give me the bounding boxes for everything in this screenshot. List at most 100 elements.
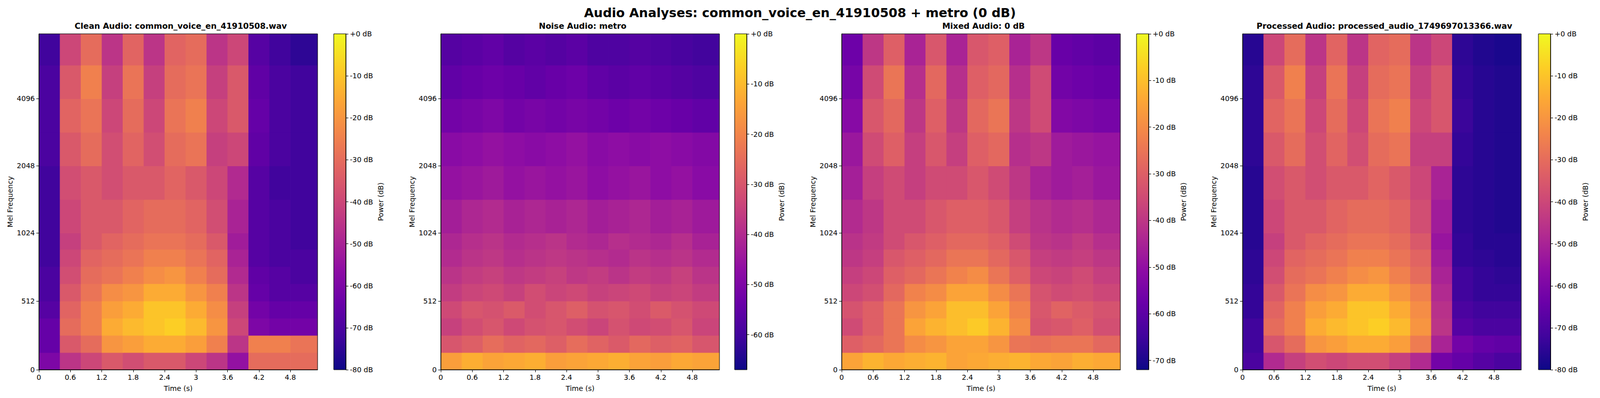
svg-text:2.4: 2.4 (560, 373, 573, 382)
svg-text:+0 dB: +0 dB (349, 29, 373, 38)
svg-text:+0 dB: +0 dB (1554, 29, 1577, 38)
svg-text:-30 dB: -30 dB (1152, 169, 1176, 178)
svg-text:1024: 1024 (16, 228, 35, 237)
svg-text:-20 dB: -20 dB (1554, 113, 1578, 122)
svg-text:-50 dB: -50 dB (349, 239, 374, 248)
svg-text:1.8: 1.8 (529, 373, 541, 382)
svg-text:4.2: 4.2 (253, 373, 265, 382)
svg-text:Processed Audio: processed_aud: Processed Audio: processed_audio_1749697… (1256, 21, 1513, 31)
svg-text:1.2: 1.2 (497, 373, 509, 382)
svg-text:4.8: 4.8 (1488, 373, 1500, 382)
svg-text:-20 dB: -20 dB (1152, 123, 1176, 132)
svg-text:4.2: 4.2 (655, 373, 667, 382)
svg-text:Noise Audio: metro: Noise Audio: metro (538, 21, 627, 31)
svg-text:3: 3 (193, 373, 199, 382)
svg-text:3: 3 (595, 373, 601, 382)
svg-text:Clean Audio: common_voice_en_4: Clean Audio: common_voice_en_41910508.wa… (74, 21, 288, 31)
svg-text:Mel Frequency: Mel Frequency (6, 176, 15, 228)
svg-text:2048: 2048 (16, 161, 35, 170)
svg-text:1024: 1024 (819, 228, 838, 237)
svg-text:-30 dB: -30 dB (1554, 155, 1578, 164)
svg-text:-30 dB: -30 dB (750, 180, 774, 189)
svg-text:4.2: 4.2 (1056, 373, 1068, 382)
svg-text:-40 dB: -40 dB (1554, 197, 1578, 206)
svg-text:1.2: 1.2 (1299, 373, 1311, 382)
svg-text:4.8: 4.8 (284, 373, 296, 382)
svg-text:1.8: 1.8 (930, 373, 942, 382)
svg-text:512: 512 (21, 296, 35, 305)
svg-text:-40 dB: -40 dB (750, 230, 774, 239)
svg-text:512: 512 (1224, 296, 1239, 305)
svg-text:-10 dB: -10 dB (750, 79, 774, 88)
svg-text:-50 dB: -50 dB (1554, 239, 1578, 248)
svg-text:-60 dB: -60 dB (750, 330, 774, 339)
svg-text:4.2: 4.2 (1457, 373, 1469, 382)
svg-text:512: 512 (823, 296, 838, 305)
svg-text:0: 0 (839, 373, 845, 382)
svg-text:4096: 4096 (16, 94, 35, 103)
svg-text:1.2: 1.2 (898, 373, 910, 382)
svg-text:2048: 2048 (819, 161, 838, 170)
svg-text:-70 dB: -70 dB (1152, 356, 1176, 365)
svg-text:1024: 1024 (1220, 228, 1239, 237)
svg-text:4096: 4096 (418, 94, 437, 103)
svg-text:0.6: 0.6 (1268, 373, 1280, 382)
svg-text:1.8: 1.8 (1331, 373, 1343, 382)
svg-text:-10 dB: -10 dB (1152, 76, 1176, 85)
svg-text:2.4: 2.4 (159, 373, 171, 382)
svg-text:Power (dB): Power (dB) (1581, 182, 1590, 221)
svg-text:2048: 2048 (1220, 161, 1239, 170)
svg-text:2.4: 2.4 (1362, 373, 1374, 382)
svg-text:3.6: 3.6 (221, 373, 233, 382)
svg-text:2.4: 2.4 (961, 373, 973, 382)
svg-text:512: 512 (423, 296, 437, 305)
svg-text:1.8: 1.8 (127, 373, 139, 382)
svg-text:3: 3 (996, 373, 1002, 382)
svg-text:3.6: 3.6 (1024, 373, 1036, 382)
svg-text:Time (s): Time (s) (966, 384, 996, 393)
svg-text:-50 dB: -50 dB (1152, 263, 1176, 272)
svg-text:0: 0 (1240, 373, 1246, 382)
svg-text:-30 dB: -30 dB (349, 155, 374, 164)
svg-text:0.6: 0.6 (867, 373, 879, 382)
svg-text:0: 0 (36, 373, 42, 382)
svg-text:-10 dB: -10 dB (1554, 71, 1578, 80)
svg-text:-70 dB: -70 dB (1554, 323, 1578, 332)
svg-text:3: 3 (1397, 373, 1403, 382)
svg-text:4096: 4096 (819, 94, 838, 103)
svg-text:0: 0 (432, 365, 437, 374)
svg-text:Time (s): Time (s) (565, 384, 595, 393)
svg-text:0: 0 (30, 365, 35, 374)
svg-text:Power (dB): Power (dB) (376, 182, 385, 221)
svg-text:-60 dB: -60 dB (1152, 309, 1176, 318)
svg-text:-10 dB: -10 dB (349, 71, 374, 80)
svg-text:+0 dB: +0 dB (1152, 29, 1175, 38)
svg-text:-20 dB: -20 dB (349, 113, 374, 122)
svg-text:-80 dB: -80 dB (349, 365, 374, 374)
svg-text:4.8: 4.8 (1087, 373, 1099, 382)
svg-text:Mel Frequency: Mel Frequency (808, 176, 817, 228)
svg-text:0.6: 0.6 (466, 373, 478, 382)
svg-text:-60 dB: -60 dB (1554, 281, 1578, 290)
svg-text:Power (dB): Power (dB) (1179, 182, 1188, 221)
svg-text:0: 0 (1233, 365, 1239, 374)
svg-text:Mel Frequency: Mel Frequency (1209, 176, 1218, 228)
svg-text:-60 dB: -60 dB (349, 281, 374, 290)
svg-text:1.2: 1.2 (95, 373, 108, 382)
svg-text:0.6: 0.6 (64, 373, 76, 382)
svg-text:-80 dB: -80 dB (1554, 365, 1578, 374)
svg-text:-40 dB: -40 dB (1152, 216, 1176, 225)
svg-text:Power (dB): Power (dB) (777, 182, 786, 221)
svg-text:0: 0 (833, 365, 838, 374)
svg-text:2048: 2048 (418, 161, 437, 170)
svg-text:3.6: 3.6 (623, 373, 635, 382)
svg-text:1024: 1024 (418, 228, 437, 237)
svg-text:0: 0 (438, 373, 444, 382)
svg-text:Time (s): Time (s) (163, 384, 193, 393)
svg-text:Time (s): Time (s) (1367, 384, 1397, 393)
svg-text:3.6: 3.6 (1425, 373, 1437, 382)
svg-text:+0 dB: +0 dB (750, 29, 773, 38)
svg-text:-40 dB: -40 dB (349, 197, 374, 206)
svg-text:Mixed Audio: 0 dB: Mixed Audio: 0 dB (942, 21, 1025, 31)
svg-text:-20 dB: -20 dB (750, 130, 774, 139)
